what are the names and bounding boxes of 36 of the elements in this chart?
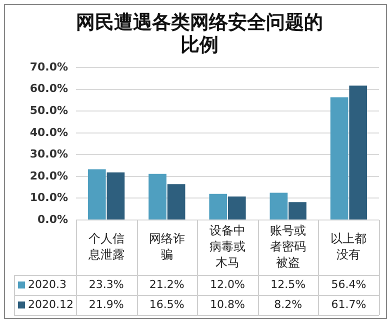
y-tick-label: 30.0% xyxy=(30,148,68,161)
bar xyxy=(330,97,348,220)
y-tick-label: 0.0% xyxy=(37,212,68,226)
data-label: 12.0% xyxy=(210,278,245,291)
y-tick-label: 70.0% xyxy=(30,60,68,74)
x-tick-label: 账号或者密码被盗 xyxy=(270,224,306,270)
bar xyxy=(228,196,246,220)
bar xyxy=(167,184,186,220)
legend-label: 2020.3 xyxy=(28,278,66,291)
bar xyxy=(88,169,106,220)
x-tick-label: 设备中病毒或木马 xyxy=(210,224,246,270)
x-tick-label: 个人信息泄露 xyxy=(87,232,124,262)
bar xyxy=(288,202,306,220)
y-tick-label: 60.0% xyxy=(30,82,68,96)
bar xyxy=(106,172,125,220)
bar xyxy=(349,86,368,220)
y-tick-label: 10.0% xyxy=(30,191,68,204)
x-tick-label: 以上都没有 xyxy=(330,232,367,262)
data-label: 21.9% xyxy=(88,298,124,311)
data-label: 23.3% xyxy=(88,278,124,291)
chart-title: 网民遭遇各类网络安全问题的比例 xyxy=(76,11,323,56)
x-tick-label: 网络诈骗 xyxy=(148,232,185,262)
bar xyxy=(270,192,288,220)
data-label: 61.7% xyxy=(331,298,366,311)
y-tick-label: 20.0% xyxy=(30,169,68,182)
data-label: 16.5% xyxy=(149,298,184,311)
bar xyxy=(209,194,228,220)
y-tick-label: 50.0% xyxy=(30,104,68,117)
bar xyxy=(148,174,166,220)
data-label: 8.2% xyxy=(274,298,302,311)
y-tick-label: 40.0% xyxy=(30,126,68,139)
data-label: 56.4% xyxy=(331,278,366,291)
data-label: 21.2% xyxy=(149,278,184,291)
data-label: 10.8% xyxy=(210,298,245,311)
data-label: 12.5% xyxy=(270,278,306,291)
legend-label: 2020.12 xyxy=(28,298,74,311)
